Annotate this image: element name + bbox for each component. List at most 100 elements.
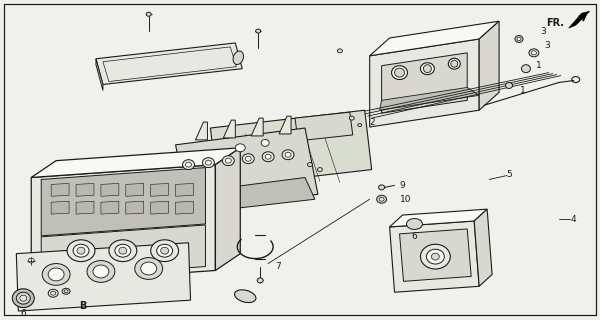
Polygon shape	[474, 209, 492, 286]
Ellipse shape	[146, 12, 151, 16]
Ellipse shape	[13, 289, 34, 308]
Ellipse shape	[109, 240, 137, 261]
Ellipse shape	[532, 51, 536, 55]
Polygon shape	[215, 148, 240, 270]
Ellipse shape	[233, 51, 244, 65]
Ellipse shape	[392, 66, 407, 80]
Polygon shape	[370, 39, 479, 127]
Ellipse shape	[379, 185, 385, 190]
Polygon shape	[380, 87, 479, 110]
Polygon shape	[176, 128, 318, 211]
Ellipse shape	[135, 258, 163, 279]
Ellipse shape	[421, 244, 451, 269]
Polygon shape	[31, 148, 240, 178]
Ellipse shape	[431, 253, 439, 260]
Ellipse shape	[506, 83, 512, 88]
Ellipse shape	[16, 292, 30, 304]
Polygon shape	[176, 178, 315, 214]
Ellipse shape	[73, 244, 89, 257]
Polygon shape	[196, 122, 208, 140]
Polygon shape	[51, 183, 69, 196]
Polygon shape	[223, 120, 235, 138]
Text: FR.: FR.	[546, 18, 564, 28]
Polygon shape	[101, 201, 119, 214]
Text: 9: 9	[400, 181, 405, 190]
Polygon shape	[41, 225, 205, 278]
Ellipse shape	[242, 154, 254, 164]
Polygon shape	[16, 243, 191, 311]
Ellipse shape	[182, 160, 194, 170]
Ellipse shape	[257, 278, 263, 283]
Text: 1: 1	[520, 86, 526, 95]
Polygon shape	[96, 59, 103, 91]
Text: 4: 4	[571, 214, 577, 224]
Ellipse shape	[48, 268, 64, 281]
Polygon shape	[370, 21, 499, 56]
Polygon shape	[370, 69, 569, 308]
Ellipse shape	[448, 58, 460, 69]
Text: 6: 6	[412, 232, 418, 241]
Ellipse shape	[223, 156, 235, 166]
Ellipse shape	[157, 244, 173, 257]
Polygon shape	[251, 118, 263, 136]
Polygon shape	[176, 183, 193, 196]
Polygon shape	[101, 183, 119, 196]
Ellipse shape	[235, 290, 256, 303]
Ellipse shape	[265, 154, 271, 159]
Polygon shape	[151, 201, 169, 214]
Ellipse shape	[379, 197, 384, 201]
Polygon shape	[41, 168, 205, 236]
Ellipse shape	[285, 152, 291, 157]
Polygon shape	[279, 116, 291, 134]
Ellipse shape	[521, 65, 530, 73]
Polygon shape	[295, 112, 353, 141]
Ellipse shape	[93, 265, 109, 278]
Ellipse shape	[42, 264, 70, 285]
Ellipse shape	[141, 262, 157, 275]
Polygon shape	[126, 201, 144, 214]
Text: 7: 7	[275, 262, 281, 271]
Ellipse shape	[515, 36, 523, 43]
Ellipse shape	[20, 295, 27, 301]
Polygon shape	[151, 183, 169, 196]
Text: 3: 3	[544, 41, 550, 51]
Ellipse shape	[337, 49, 343, 53]
Ellipse shape	[451, 60, 458, 67]
Ellipse shape	[395, 68, 404, 77]
Ellipse shape	[407, 219, 422, 229]
Ellipse shape	[287, 152, 293, 158]
Polygon shape	[51, 201, 69, 214]
Polygon shape	[76, 183, 94, 196]
Polygon shape	[211, 110, 371, 188]
Ellipse shape	[517, 37, 521, 41]
Ellipse shape	[307, 163, 313, 167]
Polygon shape	[4, 4, 596, 315]
Polygon shape	[389, 221, 479, 292]
Ellipse shape	[119, 247, 127, 254]
Text: B: B	[79, 301, 86, 311]
Ellipse shape	[205, 160, 211, 165]
Polygon shape	[569, 11, 590, 28]
Ellipse shape	[282, 150, 294, 160]
Polygon shape	[176, 201, 193, 214]
Ellipse shape	[226, 158, 232, 163]
Polygon shape	[31, 164, 215, 283]
Ellipse shape	[67, 240, 95, 261]
Polygon shape	[382, 53, 467, 113]
Polygon shape	[96, 43, 242, 84]
Ellipse shape	[424, 65, 431, 73]
Ellipse shape	[115, 244, 131, 257]
Ellipse shape	[202, 158, 214, 168]
Ellipse shape	[421, 63, 434, 75]
Polygon shape	[76, 201, 94, 214]
Ellipse shape	[358, 124, 362, 126]
Text: 2: 2	[370, 117, 376, 127]
Text: 6: 6	[20, 308, 26, 317]
Polygon shape	[479, 21, 499, 110]
Ellipse shape	[235, 144, 245, 152]
Ellipse shape	[256, 29, 260, 33]
Ellipse shape	[87, 260, 115, 282]
Ellipse shape	[261, 140, 269, 146]
Ellipse shape	[77, 247, 85, 254]
Ellipse shape	[185, 162, 191, 167]
